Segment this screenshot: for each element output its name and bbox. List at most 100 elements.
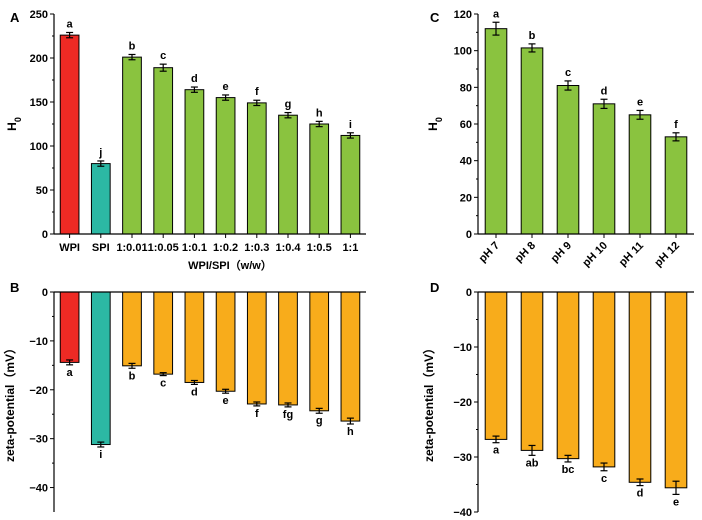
bar-pH 8 [520,47,544,235]
bar-1:0.4 [278,291,298,406]
bar-1:0.1 [184,291,205,383]
y-tick-label: 200 [30,53,48,65]
significance-letter: f [255,408,259,420]
bar-1:1 [340,134,361,235]
significance-letter: c [160,378,166,390]
y-axis-label: zeta-potential（mV） [421,342,436,462]
bar-pH 12 [664,136,688,235]
bar-pH 12 [664,291,688,489]
x-tick-label: pH 7 [477,240,502,265]
y-tick-label: 0 [466,287,472,299]
y-tick-label: 60 [460,119,472,131]
significance-letter: h [316,107,323,119]
bar-1:0.2 [215,291,236,392]
x-tick-label: 1:0.5 [307,242,332,254]
y-tick-label: 120 [454,9,472,21]
panel-label: B [10,280,19,295]
bar-1:0.01 [122,291,142,367]
x-tick-label: WPI [59,242,80,254]
bar-pH 11 [628,291,652,483]
bar-1:0.3 [246,102,267,235]
y-tick-label: −10 [453,342,472,354]
y-tick-label: 250 [30,9,48,21]
significance-letter: g [316,415,323,427]
significance-letter: d [191,386,198,398]
bar-1:0.3 [246,291,267,405]
significance-letter: f [255,86,259,98]
y-tick-label: 150 [30,97,48,109]
significance-letter: b [129,40,136,52]
significance-letter: a [67,367,74,379]
significance-letter: fg [283,409,293,421]
panel-B: Ba i b c d e f fg g h 0 −10 −20 −30 −40 zeta-potential（… [2,280,366,512]
x-tick-label: 1:1 [342,242,358,254]
panel-label: C [430,10,440,25]
y-tick-label: 0 [466,229,472,241]
y-axis-label: H0 [426,117,444,131]
significance-letter: g [285,99,292,111]
x-tick-label: 1:0.05 [148,242,179,254]
y-tick-label: −30 [453,452,472,464]
x-tick-label: pH 10 [580,240,610,270]
y-axis-label: H0 [5,117,23,131]
bar-WPI [59,291,80,363]
y-tick-label: 0 [42,287,48,299]
y-tick-label: −30 [29,434,48,446]
significance-letter: c [565,67,571,79]
y-tick-label: −40 [29,483,48,495]
y-tick-label: 20 [460,192,472,204]
bar-pH 11 [628,114,652,235]
panel-label: A [10,10,20,25]
bar-pH 10 [592,103,616,235]
significance-letter: bc [562,464,575,476]
significance-letter: e [673,496,679,508]
significance-letter: c [601,473,607,485]
bar-SPI [90,163,111,235]
bar-1:0.5 [309,291,330,412]
x-tick-label: 1:0.1 [182,242,207,254]
x-tick-label: pH 12 [652,240,682,270]
significance-letter: j [98,147,102,159]
x-tick-label: 1:0.3 [244,242,269,254]
bar-1:0.4 [278,114,298,235]
significance-letter: f [674,119,678,131]
significance-letter: h [347,426,354,438]
x-axis-label: WPI/SPI（w/w） [188,259,272,272]
significance-letter: e [223,395,229,407]
y-tick-label: 40 [460,156,472,168]
x-tick-label: 1:0.4 [275,242,301,254]
y-axis-label: zeta-potential（mV） [2,342,17,462]
x-tick-label: SPI [92,242,110,254]
y-tick-label: −20 [29,385,48,397]
significance-letter: i [349,119,352,131]
y-tick-label: −10 [29,336,48,348]
bar-pH 8 [520,291,544,451]
bar-pH 7 [484,291,508,440]
bar-1:0.01 [122,56,142,235]
significance-letter: e [637,96,643,108]
bar-1:0.05 [153,67,174,235]
bar-1:0.5 [309,123,330,235]
bar-1:1 [340,291,361,422]
x-tick-label: 1:0.01 [116,242,147,254]
bar-WPI [59,34,80,235]
significance-letter: i [99,449,102,461]
y-tick-label: 100 [454,46,472,58]
significance-letter: a [493,8,500,20]
y-tick-label: 100 [30,141,48,153]
bar-1:0.2 [215,97,236,235]
y-tick-label: 50 [36,185,48,197]
bar-pH 9 [556,291,580,460]
x-tick-label: pH 8 [513,240,538,265]
panel-label: D [430,280,439,295]
significance-letter: b [129,370,136,382]
significance-letter: d [601,85,608,97]
y-tick-label: 80 [460,82,472,94]
y-tick-label: −20 [453,397,472,409]
y-tick-label: 0 [42,229,48,241]
x-tick-label: 1:0.2 [213,242,238,254]
significance-letter: d [191,73,198,85]
bar-1:0.05 [153,291,174,375]
